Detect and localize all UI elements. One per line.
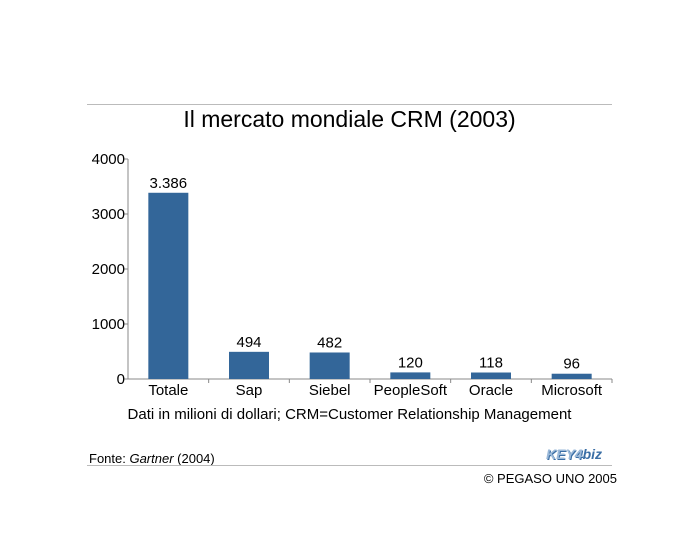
source-suffix: (2004) xyxy=(173,451,215,466)
bottom-divider xyxy=(87,465,612,466)
y-tick-label: 1000 xyxy=(92,316,125,333)
top-divider xyxy=(87,104,612,105)
x-tick-label: Microsoft xyxy=(541,382,603,399)
bar-oracle xyxy=(471,372,511,379)
logo-part-2: biz xyxy=(582,446,603,462)
data-label: 120 xyxy=(398,354,423,371)
y-tick-label: 4000 xyxy=(92,151,125,168)
source-name: Gartner xyxy=(129,451,174,466)
bar-totale xyxy=(148,192,189,379)
data-label: 96 xyxy=(563,356,580,373)
data-label: 482 xyxy=(317,334,342,351)
x-tick-label: Totale xyxy=(148,382,188,399)
bar-microsoft xyxy=(551,373,592,379)
chart-title: Il mercato mondiale CRM (2003) xyxy=(183,106,516,132)
x-tick-label: Sap xyxy=(236,382,263,399)
bar-sap xyxy=(229,351,269,379)
source-credit: Fonte: Gartner (2004) xyxy=(89,451,215,466)
y-tick-label: 0 xyxy=(117,371,125,388)
x-tick-label: Siebel xyxy=(309,382,351,399)
logo-part-1: KEY4 xyxy=(546,446,583,462)
x-tick-label: PeopleSoft xyxy=(374,382,448,399)
data-label: 118 xyxy=(479,355,503,372)
bar-siebel xyxy=(309,352,350,379)
bar-peoplesoft xyxy=(390,372,431,379)
key4biz-logo: KEY4biz xyxy=(546,446,602,462)
chart-note: Dati in milioni di dollari; CRM=Customer… xyxy=(127,406,572,423)
x-tick-label: Oracle xyxy=(469,382,513,399)
y-tick-label: 2000 xyxy=(92,261,125,278)
y-tick-label: 3000 xyxy=(92,206,125,223)
data-label: 3.386 xyxy=(150,175,188,192)
source-prefix: Fonte: xyxy=(89,451,130,466)
copyright-text: © PEGASO UNO 2005 xyxy=(483,471,617,486)
data-label: 494 xyxy=(236,334,261,351)
